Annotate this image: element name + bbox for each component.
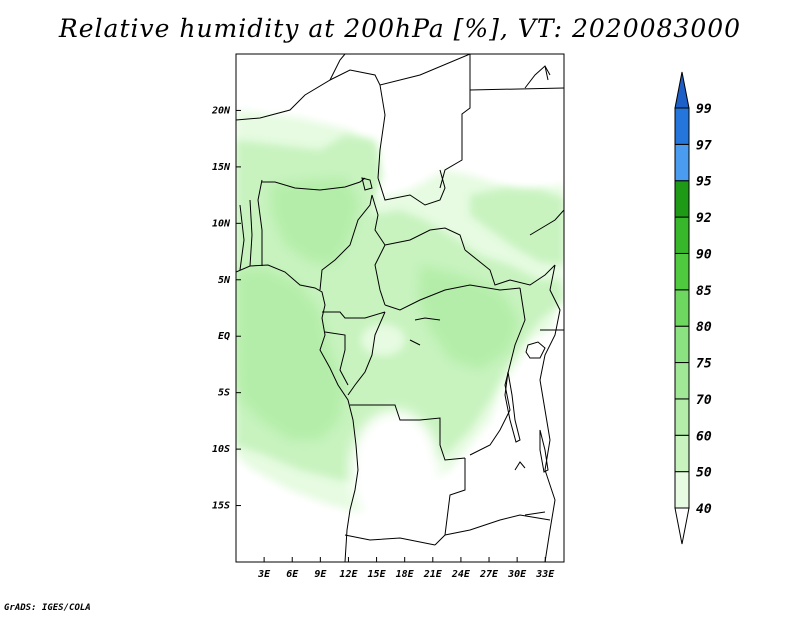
latitude-axis: 20N 15N 10N 5N EQ 5S 10S 15S xyxy=(211,105,241,512)
colorbar-segment xyxy=(674,471,690,509)
map-panel xyxy=(235,53,565,563)
border-angola-zambia xyxy=(434,458,466,546)
colorbar-upper-tip xyxy=(674,71,690,109)
colorbar-segment xyxy=(674,434,690,473)
colorbar-segment xyxy=(674,143,690,182)
lon-tick-label: 6E xyxy=(286,569,299,580)
lon-tick-label: 15E xyxy=(368,569,387,580)
humidity-area-70 xyxy=(236,268,345,440)
colorbar-label: 50 xyxy=(696,466,712,481)
colorbar-label: 99 xyxy=(696,102,712,117)
dry-patch xyxy=(236,55,310,105)
colorbar-label: 90 xyxy=(696,247,712,262)
colorbar: 40 50 60 70 75 80 85 90 92 95 97 99 xyxy=(674,71,712,545)
border-niger-nigeria xyxy=(262,177,366,191)
colorbar-segment xyxy=(674,180,690,218)
border-drc-angola xyxy=(350,404,466,461)
lat-tick-label: 10N xyxy=(212,218,231,229)
colorbar-label: 97 xyxy=(696,138,712,153)
border-egypt-libya xyxy=(469,87,564,91)
border-gabon-congo xyxy=(324,331,349,386)
colorbar-label: 80 xyxy=(696,320,712,335)
lon-tick-label: 21E xyxy=(423,569,443,580)
colorbar-label: 60 xyxy=(696,429,712,444)
credit-label: GrADS: IGES/COLA xyxy=(4,603,91,613)
border-ghana xyxy=(239,204,245,271)
colorbar-label: 70 xyxy=(696,393,712,408)
lat-tick-label: 5S xyxy=(218,388,230,399)
border-car-drc xyxy=(384,284,521,311)
red-sea-coast xyxy=(524,65,551,89)
lat-tick-label: 20N xyxy=(211,105,231,116)
lat-tick-label: 15S xyxy=(212,501,230,512)
dry-patch xyxy=(365,60,475,140)
colorbar-segment xyxy=(674,216,690,254)
lon-tick-label: 9E xyxy=(314,569,327,580)
humidity-shading xyxy=(236,55,564,550)
lat-tick-label: 10S xyxy=(212,444,230,455)
colorbar-segment xyxy=(674,107,690,145)
border-sudan-ssudan xyxy=(464,249,556,286)
lon-tick-label: 18E xyxy=(396,569,415,580)
border-zambia-south xyxy=(444,514,551,536)
lat-tick-label: 5N xyxy=(218,275,231,286)
dry-patch xyxy=(490,410,564,550)
country-borders xyxy=(236,54,564,562)
colorbar-label: 95 xyxy=(696,175,712,190)
lake-chad xyxy=(361,177,373,191)
colorbar-lower-tip xyxy=(674,507,690,545)
map-frame xyxy=(235,53,565,563)
lon-tick-label: 27E xyxy=(479,569,499,580)
border-chad-sudan xyxy=(377,169,446,206)
lon-tick-label: 24E xyxy=(451,569,471,580)
humidity-area-70-n xyxy=(270,178,360,265)
colorbar-label: 75 xyxy=(696,357,712,372)
lon-tick-label: 30E xyxy=(507,569,527,580)
lon-tick-label: 33E xyxy=(535,569,555,580)
colorbar-segment xyxy=(674,398,690,436)
colorbar-label: 92 xyxy=(696,211,712,226)
border-east xyxy=(539,264,561,562)
border-cameroon-south xyxy=(322,311,386,319)
lon-tick-label: 3E xyxy=(257,569,271,580)
border-angola-namibia xyxy=(344,534,436,546)
border-egypt-sudan xyxy=(439,54,471,189)
dry-patch xyxy=(350,410,440,530)
border-nigeria-cameroon xyxy=(319,194,373,291)
colorbar-segment xyxy=(674,252,690,291)
map-title: Relative humidity at 200hPa [%], VT: 202… xyxy=(58,14,742,43)
border-north xyxy=(236,54,346,121)
colorbar-segment xyxy=(674,325,690,364)
colorbar-label: 40 xyxy=(696,502,712,517)
humidity-area-70-c xyxy=(418,265,520,370)
border-togo xyxy=(249,199,253,267)
dry-patch xyxy=(361,324,405,356)
border-congo-drc xyxy=(347,311,386,396)
humidity-area-60-ne xyxy=(470,188,564,265)
border-drc-east xyxy=(469,287,526,456)
lat-tick-label: 15N xyxy=(212,162,231,173)
dry-patch xyxy=(455,65,564,175)
colorbar-label: 85 xyxy=(696,284,712,299)
colorbar-segment xyxy=(674,362,690,400)
longitude-axis: 3E 6E 9E 12E 15E 18E 21E 24E 27E 30E 33E xyxy=(257,557,555,580)
lat-tick-label: EQ xyxy=(218,331,230,342)
border-chad-car xyxy=(384,227,466,251)
rivers xyxy=(409,317,546,516)
lon-tick-label: 12E xyxy=(339,569,358,580)
border-benin xyxy=(257,179,263,266)
colorbar-segment xyxy=(674,289,690,327)
coastline xyxy=(236,264,359,562)
lake-victoria xyxy=(525,341,546,359)
lake-tanganyika xyxy=(504,371,521,443)
border-ethiopia xyxy=(529,209,564,236)
lake-malawi xyxy=(539,429,549,473)
border-libya-chad xyxy=(379,54,471,86)
